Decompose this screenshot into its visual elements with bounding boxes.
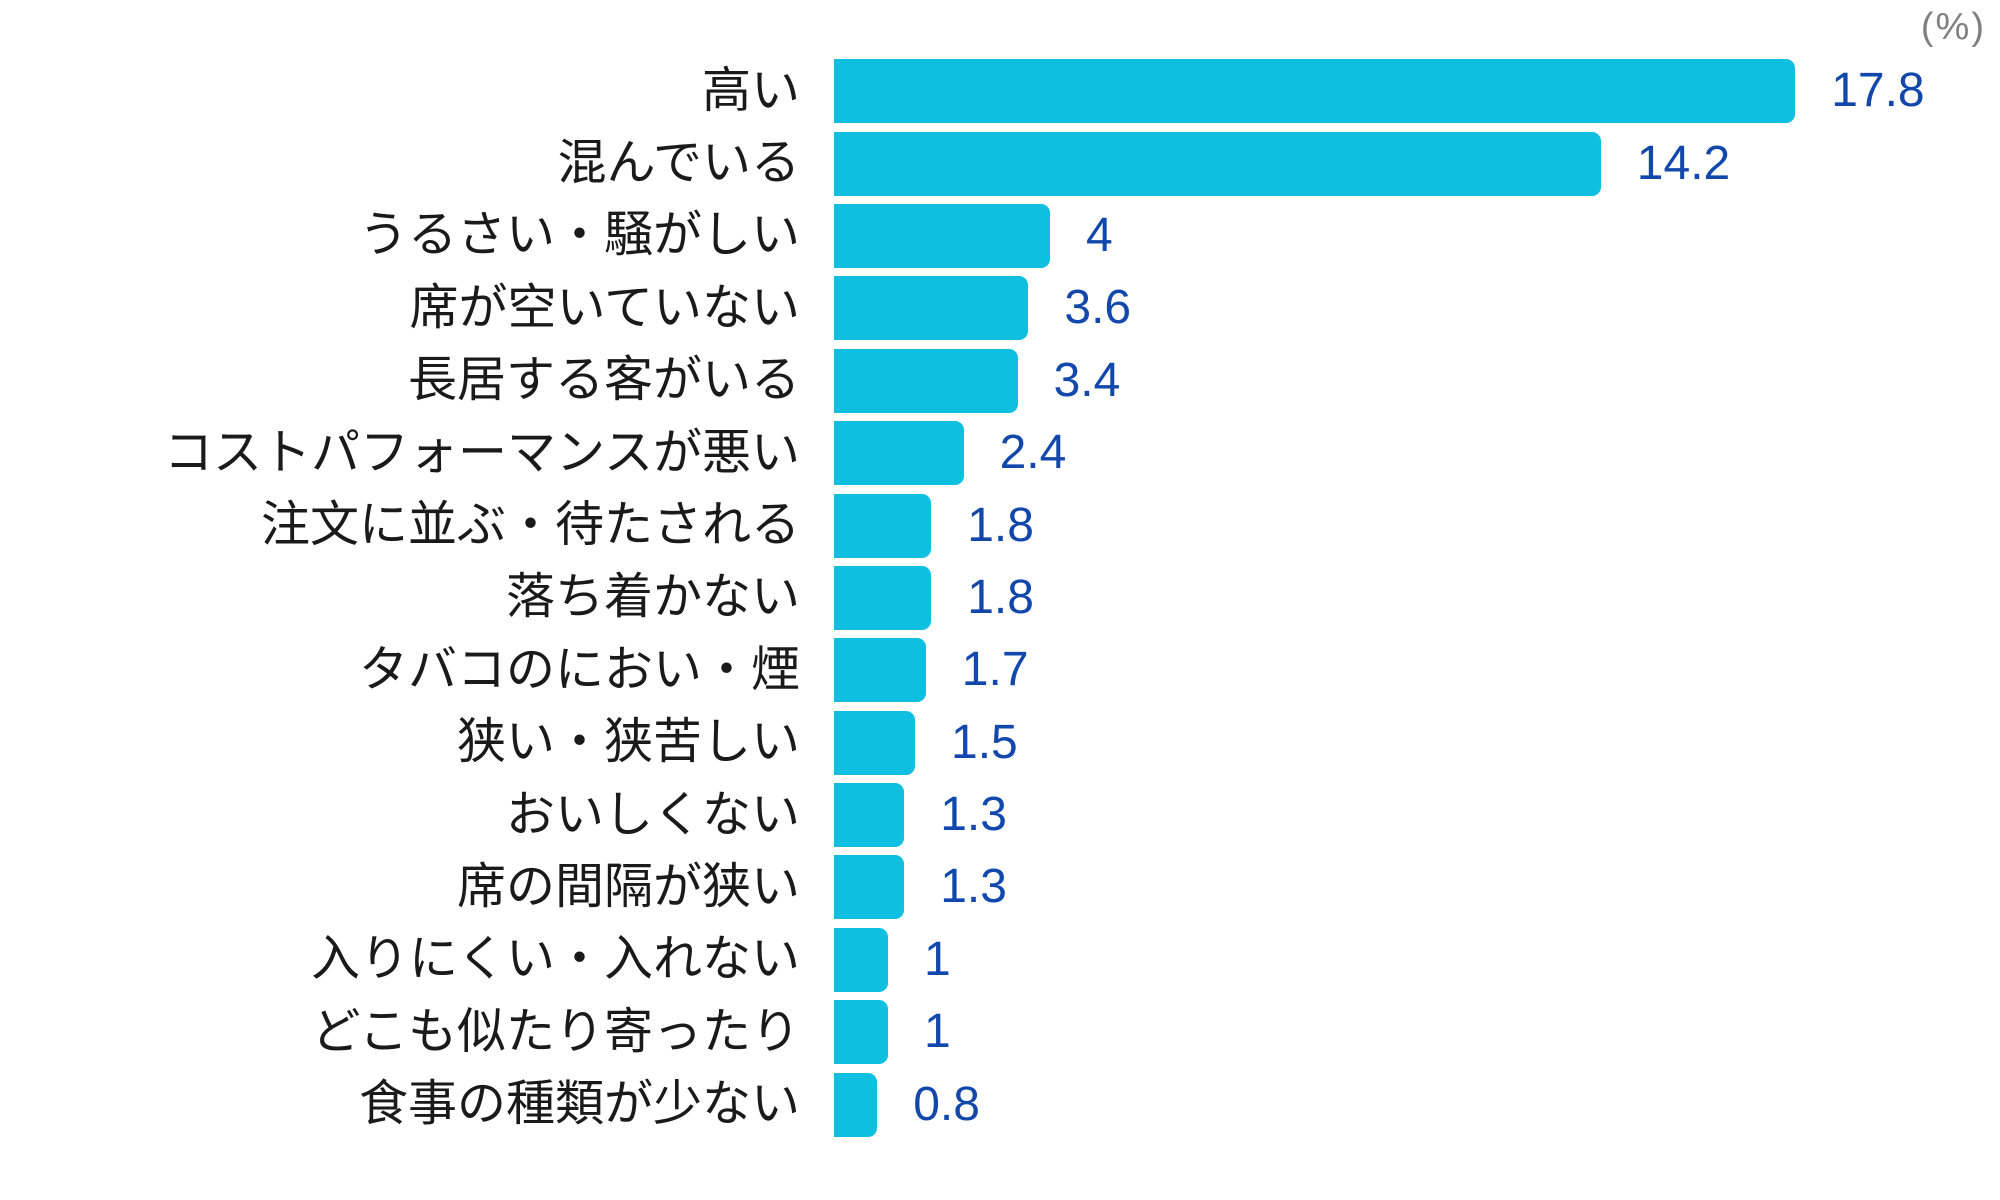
bar [834, 710, 915, 775]
chart-row: 食事の種類が少ない 0.8 [0, 1068, 2000, 1140]
value-label: 1.7 [961, 643, 1029, 697]
chart-row: 注文に並ぶ・待たされる 1.8 [0, 489, 2000, 561]
bar [834, 927, 888, 992]
bar [834, 131, 1601, 196]
bar [834, 638, 926, 703]
bar [834, 855, 905, 920]
bar [834, 59, 1796, 124]
bar [834, 276, 1029, 341]
value-label: 4 [1086, 208, 1113, 262]
value-label: 1 [924, 932, 951, 986]
value-label: 1.8 [967, 570, 1034, 624]
category-label: 混んでいる [557, 136, 800, 191]
chart-row: 席が空いていない 3.6 [0, 272, 2000, 344]
bar [834, 203, 1050, 268]
chart-row: 入りにくい・入れない 1 [0, 924, 2000, 996]
category-label: 席の間隔が狭い [456, 859, 800, 914]
value-label: 1.3 [940, 860, 1007, 914]
value-label: 1 [924, 1005, 951, 1059]
chart-row: 席の間隔が狭い 1.3 [0, 851, 2000, 923]
chart-row: 混んでいる 14.2 [0, 127, 2000, 199]
value-label: 3.6 [1064, 281, 1132, 335]
category-label: 高い [701, 63, 800, 118]
category-label: おいしくない [505, 787, 800, 842]
bar [834, 565, 932, 630]
category-label: 食事の種類が少ない [358, 1077, 800, 1132]
bar [834, 783, 905, 848]
category-label: どこも似たり寄ったり [311, 1004, 800, 1059]
category-label: 落ち着かない [505, 570, 800, 625]
chart-row: タバコのにおい・煙 1.7 [0, 634, 2000, 706]
category-label: うるさい・騒がしい [358, 208, 800, 263]
category-label: 席が空いていない [409, 280, 800, 335]
chart-row: 落ち着かない 1.8 [0, 562, 2000, 634]
value-label: 1.5 [951, 715, 1018, 769]
value-label: 2.4 [999, 426, 1067, 480]
value-label: 17.8 [1831, 64, 1925, 118]
bar [834, 1072, 878, 1137]
category-label: 狭い・狭苦しい [456, 715, 800, 770]
chart-row: 長居する客がいる 3.4 [0, 345, 2000, 417]
bar [834, 421, 964, 486]
value-label: 1.8 [967, 498, 1034, 552]
category-label: 入りにくい・入れない [310, 932, 800, 987]
category-label: タバコのにおい・煙 [358, 642, 800, 697]
chart-row: おいしくない 1.3 [0, 779, 2000, 851]
chart-row: 高い 17.8 [0, 55, 2000, 127]
category-label: コストパフォーマンスが悪い [163, 425, 800, 480]
value-label: 0.8 [913, 1077, 980, 1131]
chart-rows: 高い 17.8 混んでいる 14.2 うるさい・騒がしい 4 席が空いていない 3.6 長居する… [0, 55, 2000, 1141]
category-label: 注文に並ぶ・待たされる [260, 498, 800, 553]
unit-percent-label: (%) [1920, 6, 1986, 48]
value-label: 1.3 [940, 788, 1007, 842]
chart-row: どこも似たり寄ったり 1 [0, 996, 2000, 1068]
category-label: 長居する客がいる [407, 353, 800, 408]
bar [834, 493, 932, 558]
bar [834, 348, 1018, 413]
bar [834, 1000, 888, 1065]
chart-row: 狭い・狭苦しい 1.5 [0, 707, 2000, 779]
chart-row: コストパフォーマンスが悪い 2.4 [0, 417, 2000, 489]
chart-row: うるさい・騒がしい 4 [0, 200, 2000, 272]
value-label: 14.2 [1636, 136, 1731, 190]
value-label: 3.4 [1053, 353, 1121, 407]
